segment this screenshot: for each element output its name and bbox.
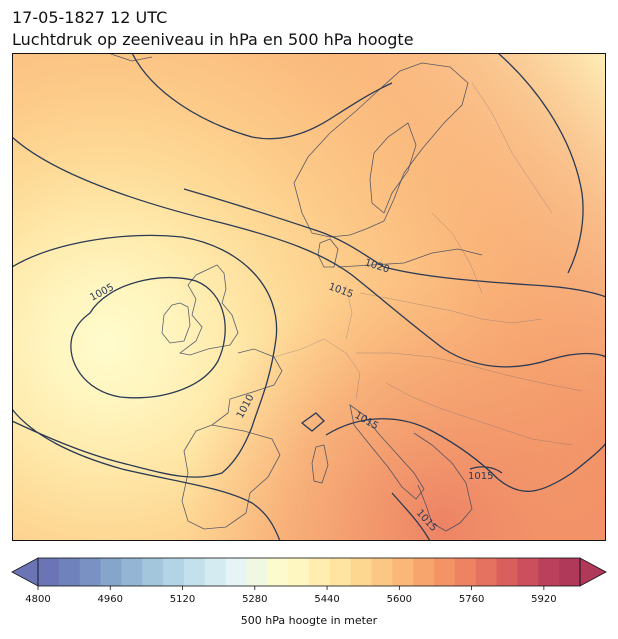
colorbar-cell bbox=[121, 558, 143, 586]
colorbar: 4800 4960 5120 5280 5440 5600 5760 5920 bbox=[11, 557, 607, 605]
map-frame bbox=[12, 53, 606, 541]
colorbar-tick-label: 5920 bbox=[531, 594, 556, 605]
colorbar-cell bbox=[413, 558, 435, 586]
colorbar-cell bbox=[267, 558, 289, 586]
colorbar-cell bbox=[496, 558, 518, 586]
colorbar-tick-label: 4960 bbox=[98, 594, 123, 605]
weather-map: 1005 1010 1015 1020 1015 1015 1015 bbox=[12, 53, 606, 541]
country-borders bbox=[273, 82, 583, 446]
colorbar-cell bbox=[100, 558, 122, 586]
colorbar-cell bbox=[183, 558, 206, 586]
isobar-label-1015-greece: 1015 bbox=[468, 471, 493, 482]
colorbar-cell bbox=[350, 558, 372, 586]
colorbar-tick-label: 5280 bbox=[242, 594, 267, 605]
colorbar-tick-label: 4800 bbox=[25, 594, 50, 605]
colorbar-extend-low bbox=[11, 557, 39, 587]
colorbar-tick-label: 5120 bbox=[170, 594, 195, 605]
colorbar-cell bbox=[538, 558, 560, 586]
colorbar-tick-label: 5760 bbox=[459, 594, 484, 605]
title-description: Luchtdruk op zeeniveau in hPa en 500 hPa… bbox=[12, 30, 414, 49]
colorbar-cell bbox=[434, 558, 456, 586]
colorbar-cell bbox=[288, 558, 310, 586]
colorbar-cell bbox=[559, 558, 581, 586]
isobars bbox=[12, 53, 606, 541]
colorbar-tick-label: 5440 bbox=[314, 594, 339, 605]
colorbar-cell bbox=[329, 558, 352, 586]
colorbar-ticks: 4800 4960 5120 5280 5440 5600 5760 5920 bbox=[25, 586, 557, 605]
colorbar-extend-high bbox=[579, 557, 607, 587]
colorbar-cell bbox=[79, 558, 101, 586]
colorbar-cell bbox=[58, 558, 81, 586]
colorbar-cell bbox=[309, 558, 331, 586]
colorbar-cells bbox=[11, 557, 607, 587]
colorbar-cell bbox=[142, 558, 164, 586]
colorbar-cell bbox=[371, 558, 393, 586]
colorbar-cell bbox=[246, 558, 268, 586]
colorbar-tick-label: 5600 bbox=[387, 594, 412, 605]
colorbar-cell bbox=[163, 558, 185, 586]
colorbar-cell bbox=[225, 558, 247, 586]
colorbar-cell bbox=[392, 558, 414, 586]
colorbar-cell bbox=[517, 558, 539, 586]
colorbar-frame bbox=[37, 557, 581, 587]
colorbar-cell bbox=[204, 558, 227, 586]
coastlines bbox=[107, 53, 483, 532]
colorbar-label: 500 hPa hoogte in meter bbox=[240, 614, 378, 627]
title-date: 17-05-1827 12 UTC bbox=[12, 8, 168, 27]
colorbar-cell bbox=[475, 558, 498, 586]
colorbar-cell bbox=[38, 558, 60, 586]
colorbar-cell bbox=[454, 558, 477, 586]
